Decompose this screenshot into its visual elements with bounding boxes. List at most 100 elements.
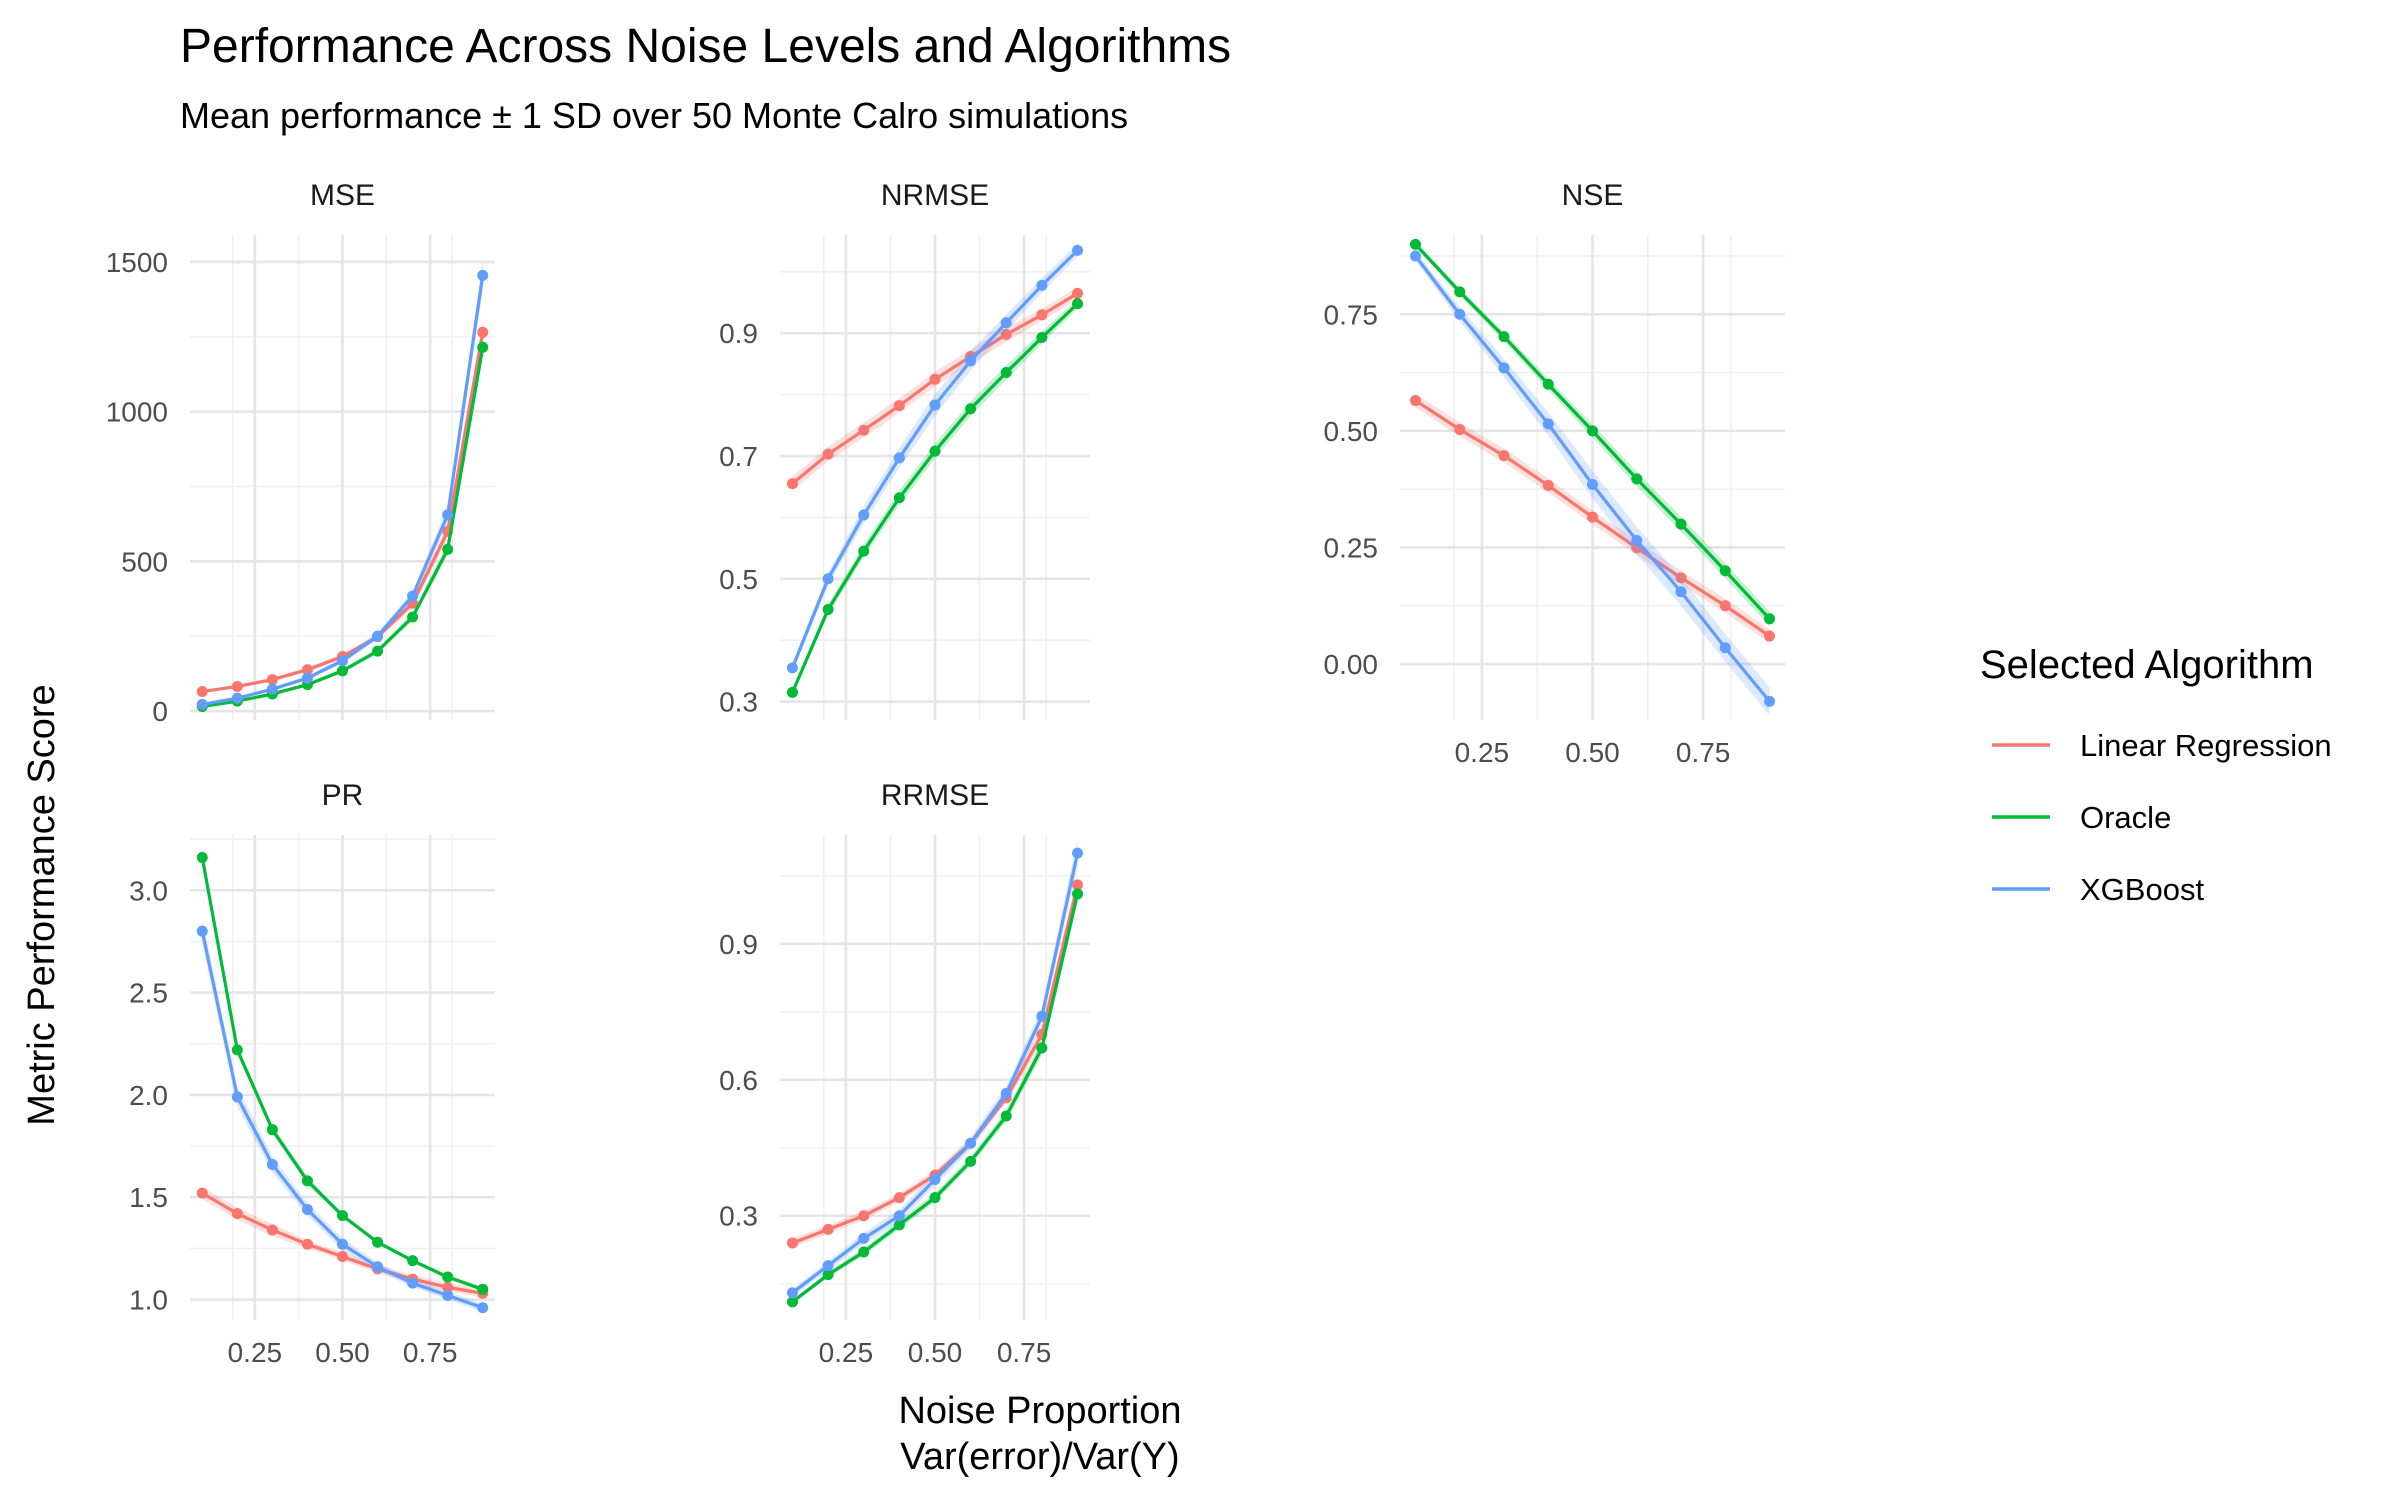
x-axis-title-line: Noise Proportion bbox=[898, 1390, 1181, 1432]
series-oracle bbox=[786, 884, 1084, 1308]
data-point bbox=[858, 545, 870, 557]
data-point bbox=[407, 1255, 419, 1267]
y-tick-label: 0.5 bbox=[719, 564, 758, 595]
data-point bbox=[1675, 572, 1687, 584]
data-point bbox=[1000, 367, 1012, 379]
data-point bbox=[822, 448, 834, 460]
y-tick-label: 2.0 bbox=[129, 1080, 168, 1111]
data-point bbox=[301, 672, 313, 684]
y-tick-label: 0.75 bbox=[1324, 299, 1379, 330]
panel-nrmse: NRMSE 0.3 0.5 0.7 0.9 bbox=[719, 179, 1090, 720]
data-point bbox=[1000, 1087, 1012, 1099]
data-point bbox=[786, 662, 798, 674]
data-point bbox=[1498, 362, 1510, 374]
sd-ribbon bbox=[202, 1186, 483, 1298]
x-tick-label: 0.50 bbox=[908, 1337, 963, 1368]
data-point bbox=[477, 1283, 489, 1295]
panel-pr: PR 1.0 1.5 2.0 2.5 3.0 0.25 0.50 0.75 bbox=[129, 779, 495, 1368]
panel-mse: MSE 0 500 1000 1500 bbox=[106, 179, 495, 727]
data-point bbox=[1587, 511, 1598, 523]
y-tick-label: 1000 bbox=[106, 397, 168, 428]
legend-label: Linear Regression bbox=[2080, 728, 2332, 763]
data-point bbox=[1542, 378, 1554, 390]
data-point bbox=[266, 1124, 278, 1136]
data-point bbox=[1072, 879, 1084, 891]
data-point bbox=[858, 1232, 870, 1244]
data-point bbox=[965, 355, 977, 367]
data-point bbox=[337, 1210, 348, 1222]
data-point bbox=[372, 1236, 384, 1248]
data-point bbox=[1764, 630, 1776, 642]
data-point bbox=[1409, 250, 1421, 262]
data-point bbox=[822, 603, 834, 615]
series-xgboost bbox=[1409, 250, 1776, 716]
y-tick-label: 0 bbox=[152, 696, 168, 727]
x-tick-label: 0.25 bbox=[819, 1337, 874, 1368]
y-tick-label: 0.9 bbox=[719, 318, 758, 349]
data-point bbox=[1587, 425, 1598, 437]
series-xgboost bbox=[786, 839, 1084, 1299]
facet-title: NRMSE bbox=[881, 179, 989, 212]
data-point bbox=[1719, 642, 1731, 654]
series-xgboost bbox=[786, 244, 1084, 674]
data-point bbox=[442, 509, 454, 521]
data-point bbox=[1036, 1042, 1048, 1054]
y-tick-label: 0.25 bbox=[1324, 532, 1379, 563]
legend-title: Selected Algorithm bbox=[1980, 643, 2314, 687]
chart-title: Performance Across Noise Levels and Algo… bbox=[180, 20, 1231, 73]
data-point bbox=[266, 1158, 278, 1170]
data-point bbox=[1000, 328, 1012, 340]
data-point bbox=[893, 492, 905, 504]
series-xgboost bbox=[196, 260, 489, 710]
series-linear-regression bbox=[786, 287, 1084, 492]
facet-panels: MSE 0 500 1000 1500 NRMSE 0.3 0.5 0.7 0.9 NSE 0.00 0… bbox=[106, 179, 1785, 1368]
data-point bbox=[1498, 331, 1510, 343]
data-point bbox=[1719, 600, 1731, 612]
x-tick-label: 0.75 bbox=[403, 1337, 458, 1368]
data-point bbox=[1409, 395, 1421, 407]
data-point bbox=[442, 543, 454, 555]
y-tick-label: 500 bbox=[121, 546, 168, 577]
legend-entry: Oracle bbox=[1992, 800, 2171, 835]
series-linear-regression bbox=[1409, 393, 1776, 644]
y-tick-label: 0.00 bbox=[1324, 649, 1379, 680]
x-tick-label: 0.25 bbox=[1455, 737, 1510, 768]
x-axis-title-line: Var(error)/Var(Y) bbox=[900, 1436, 1179, 1478]
chart-subtitle: Mean performance ± 1 SD over 50 Monte Ca… bbox=[180, 95, 1128, 136]
data-point bbox=[893, 1210, 905, 1222]
data-point bbox=[301, 664, 313, 676]
y-axis-title: Metric Performance Score bbox=[21, 684, 63, 1125]
data-point bbox=[1036, 279, 1048, 291]
y-tick-label: 1.5 bbox=[129, 1182, 168, 1213]
data-point bbox=[196, 852, 208, 864]
y-tick-label: 1.0 bbox=[129, 1285, 168, 1316]
data-point bbox=[1719, 565, 1731, 577]
data-point bbox=[442, 1281, 454, 1293]
data-point bbox=[196, 686, 208, 698]
data-point bbox=[1631, 534, 1643, 546]
facet-title: MSE bbox=[310, 179, 375, 212]
y-tick-label: 0.7 bbox=[719, 441, 758, 472]
data-point bbox=[301, 1238, 313, 1250]
data-point bbox=[477, 326, 489, 338]
data-point bbox=[929, 1173, 941, 1185]
data-point bbox=[372, 645, 384, 657]
data-point bbox=[1072, 298, 1084, 310]
sd-ribbon bbox=[792, 884, 1078, 1305]
data-point bbox=[337, 655, 348, 667]
data-point bbox=[1498, 450, 1510, 462]
data-point bbox=[822, 573, 834, 585]
y-tick-label: 0.50 bbox=[1324, 416, 1379, 447]
data-point bbox=[858, 509, 870, 521]
data-point bbox=[822, 1269, 834, 1281]
data-point bbox=[1675, 586, 1687, 598]
legend-entry: XGBoost bbox=[1992, 872, 2204, 907]
data-point bbox=[893, 400, 905, 412]
y-tick-label: 1500 bbox=[106, 247, 168, 278]
legend-label: Oracle bbox=[2080, 800, 2171, 835]
data-point bbox=[442, 1289, 454, 1301]
sd-ribbon bbox=[792, 839, 1078, 1297]
data-point bbox=[1000, 1110, 1012, 1122]
data-point bbox=[1036, 1010, 1048, 1022]
data-point bbox=[1409, 238, 1421, 250]
